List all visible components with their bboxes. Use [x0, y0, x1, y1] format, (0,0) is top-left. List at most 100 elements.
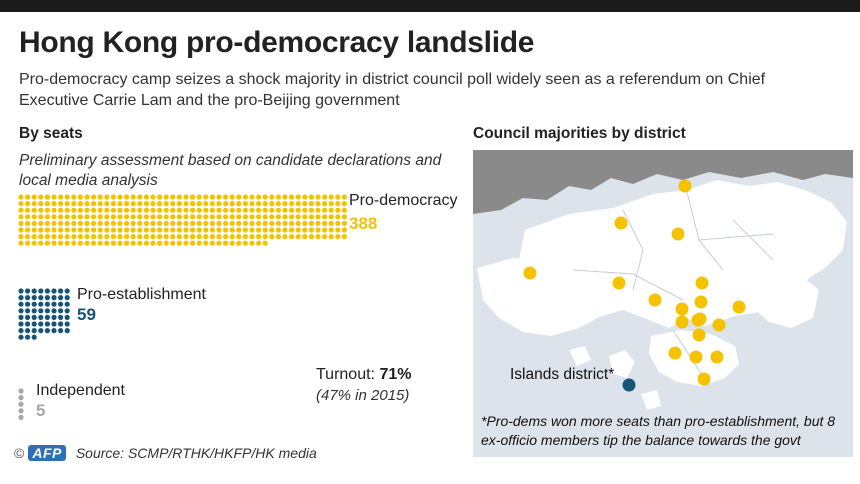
prodem-seat-dot — [163, 194, 169, 200]
prodem-seat-dot — [38, 234, 44, 240]
independent-seat-dot — [18, 414, 24, 420]
prodem-seat-dot — [295, 207, 301, 213]
prodem-seat-dot — [25, 214, 31, 220]
prodem-seat-dot — [104, 207, 110, 213]
prodem-seat-dot — [150, 220, 156, 226]
prodem-seat-dot — [38, 194, 44, 200]
prodem-seat-dot — [25, 194, 31, 200]
proest-seat-dot — [38, 321, 44, 327]
prodem-seat-dot — [308, 201, 314, 207]
prodem-seat-dot — [130, 220, 136, 226]
prodem-seat-dot — [110, 214, 116, 220]
prodem-seat-dot — [124, 240, 130, 246]
prodem-seat-dot — [209, 207, 215, 213]
prodem-seat-dot — [242, 201, 248, 207]
prodem-seat-dot — [242, 227, 248, 233]
prodem-seat-dot — [44, 234, 51, 240]
prodem-seat-dot — [18, 194, 24, 200]
prodem-seat-dot — [124, 194, 130, 200]
prodem-seat-dot — [110, 240, 116, 246]
proest-seat-dot — [51, 288, 57, 294]
prodem-seat-dot — [117, 240, 123, 246]
prodem-seat-dot — [209, 194, 215, 200]
prodem-seat-dot — [236, 234, 242, 240]
proest-seat-dot — [18, 328, 24, 334]
prodem-seat-dot — [137, 194, 143, 200]
prodem-seat-dot — [170, 240, 176, 246]
prodem-seat-dot — [183, 194, 189, 200]
prodem-seat-dot — [51, 240, 57, 246]
prodem-seat-dot — [91, 194, 97, 200]
prodem-seat-dot — [295, 234, 301, 240]
prodem-seat-dot — [58, 194, 64, 200]
prodem-seat-dot — [97, 240, 103, 246]
prodem-seat-dot — [183, 207, 189, 213]
prodem-seat-dot — [157, 194, 163, 200]
prodem-seat-dot — [18, 240, 24, 246]
prodem-seat-dot — [229, 207, 235, 213]
prodem-seat-dot — [216, 240, 222, 246]
prodem-seat-dot — [249, 201, 255, 207]
prodem-seat-dot — [190, 214, 196, 220]
prodem-seat-dot — [335, 220, 341, 226]
prodem-seat-dot — [143, 227, 149, 233]
prodem-seat-dot — [143, 214, 149, 220]
prodem-seat-dot — [242, 220, 248, 226]
prodem-seat-dot — [328, 194, 334, 200]
proest-seat-dot — [38, 301, 44, 307]
prodem-seat-dot — [176, 194, 182, 200]
prodem-seat-dot — [137, 227, 143, 233]
prodem-seat-dot — [143, 220, 149, 226]
prodem-seat-dot — [143, 240, 149, 246]
prodem-seat-dot — [203, 220, 209, 226]
prodem-seat-dot — [77, 227, 83, 233]
prodem-seat-dot — [163, 220, 169, 226]
prodem-seat-dot — [289, 214, 295, 220]
map-graphic — [473, 150, 853, 410]
district-marker-prodem — [692, 328, 706, 342]
district-marker-prodem — [710, 350, 724, 364]
prodem-seat-dot — [269, 234, 275, 240]
proest-seat-dot — [44, 314, 51, 320]
prodem-seat-dot — [209, 234, 215, 240]
prodem-seat-dot — [170, 227, 176, 233]
islands-district-label: Islands district* — [510, 366, 615, 383]
prodem-seat-dot — [196, 220, 202, 226]
prodem-seat-dot — [315, 194, 321, 200]
prodem-seat-dot — [209, 214, 215, 220]
proest-seat-dot — [31, 334, 37, 340]
prodem-seat-dot — [315, 201, 321, 207]
proest-seat-dot — [25, 308, 31, 314]
prodem-seat-dot — [183, 214, 189, 220]
prodem-seat-dot — [216, 220, 222, 226]
prodem-seat-dot — [269, 220, 275, 226]
turnout-line: Turnout: 71% — [316, 366, 411, 384]
prodem-seat-dot — [308, 214, 314, 220]
prodem-seat-dot — [124, 220, 130, 226]
prodem-seat-dot — [216, 214, 222, 220]
prodem-seat-dot — [97, 194, 103, 200]
prodem-seat-dot — [315, 227, 321, 233]
prodem-seat-dot — [236, 220, 242, 226]
proest-seat-dot — [25, 288, 31, 294]
proest-seat-dot — [51, 295, 57, 301]
prodem-seat-dot — [44, 220, 51, 226]
prodem-seat-dot — [64, 240, 70, 246]
prodem-seat-dot — [157, 227, 163, 233]
prodem-seat-dot — [124, 227, 130, 233]
prodem-seat-dot — [25, 227, 31, 233]
prodem-seat-dot — [275, 207, 281, 213]
prodem-seat-dot — [110, 194, 116, 200]
prodem-seat-dot — [262, 220, 268, 226]
proest-seat-dot — [64, 328, 70, 334]
prodem-seat-dot — [31, 234, 37, 240]
district-map: Islands district* *Pro-dems won more sea… — [473, 150, 853, 457]
prodem-seat-dot — [163, 201, 169, 207]
prodem-seat-dot — [203, 227, 209, 233]
afp-logo: AFP — [28, 445, 66, 461]
prodem-seat-dot — [64, 194, 70, 200]
cheung-chau-shape — [569, 346, 591, 366]
prodem-seat-dot — [183, 220, 189, 226]
map-footnote: *Pro-dems won more seats than pro-establ… — [481, 413, 836, 448]
prodem-seat-dot — [44, 240, 51, 246]
